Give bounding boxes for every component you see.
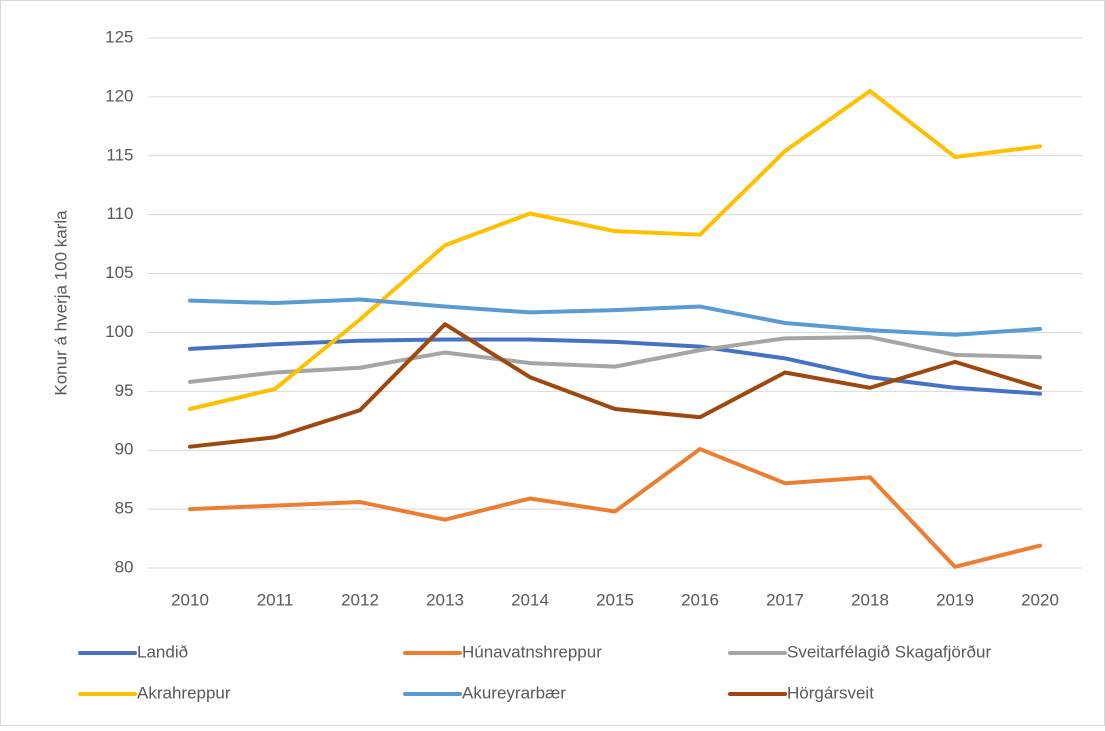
y-tick-label: 85 — [115, 499, 134, 518]
legend-label: Landið — [137, 642, 188, 661]
x-tick-label: 2019 — [936, 590, 974, 609]
y-tick-label: 120 — [105, 86, 133, 105]
x-tick-label: 2013 — [426, 590, 464, 609]
legend-label: Akureyrarbær — [462, 683, 566, 702]
x-tick-label: 2017 — [766, 590, 804, 609]
y-tick-label: 90 — [115, 440, 134, 459]
x-tick-label: 2015 — [596, 590, 634, 609]
y-tick-label: 115 — [106, 145, 133, 164]
series-line — [188, 297, 1042, 337]
x-tick-label: 2020 — [1021, 590, 1059, 609]
x-tick-label: 2010 — [171, 590, 209, 609]
series-line — [188, 447, 1042, 569]
series-line — [188, 89, 1042, 411]
legend-label: Húnavatnshreppur — [462, 642, 602, 661]
x-tick-label: 2014 — [511, 590, 549, 609]
x-tick-label: 2011 — [257, 590, 294, 609]
y-tick-label: 125 — [105, 27, 133, 46]
series-line — [188, 322, 1042, 449]
y-tick-label: 110 — [106, 204, 133, 223]
y-axis-label: Konur á hverja 100 karla — [51, 210, 70, 396]
y-tick-label: 80 — [115, 557, 134, 576]
x-tick-label: 2012 — [341, 590, 379, 609]
y-tick-label: 95 — [115, 381, 134, 400]
x-tick-label: 2018 — [851, 590, 889, 609]
y-tick-label: 100 — [105, 322, 133, 341]
series-line — [188, 335, 1042, 384]
legend-label: Hörgársveit — [787, 683, 874, 702]
x-tick-label: 2016 — [681, 590, 719, 609]
y-tick-label: 105 — [105, 263, 133, 282]
legend-label: Sveitarfélagið Skagafjörður — [787, 642, 991, 661]
legend-label: Akrahreppur — [137, 683, 231, 702]
